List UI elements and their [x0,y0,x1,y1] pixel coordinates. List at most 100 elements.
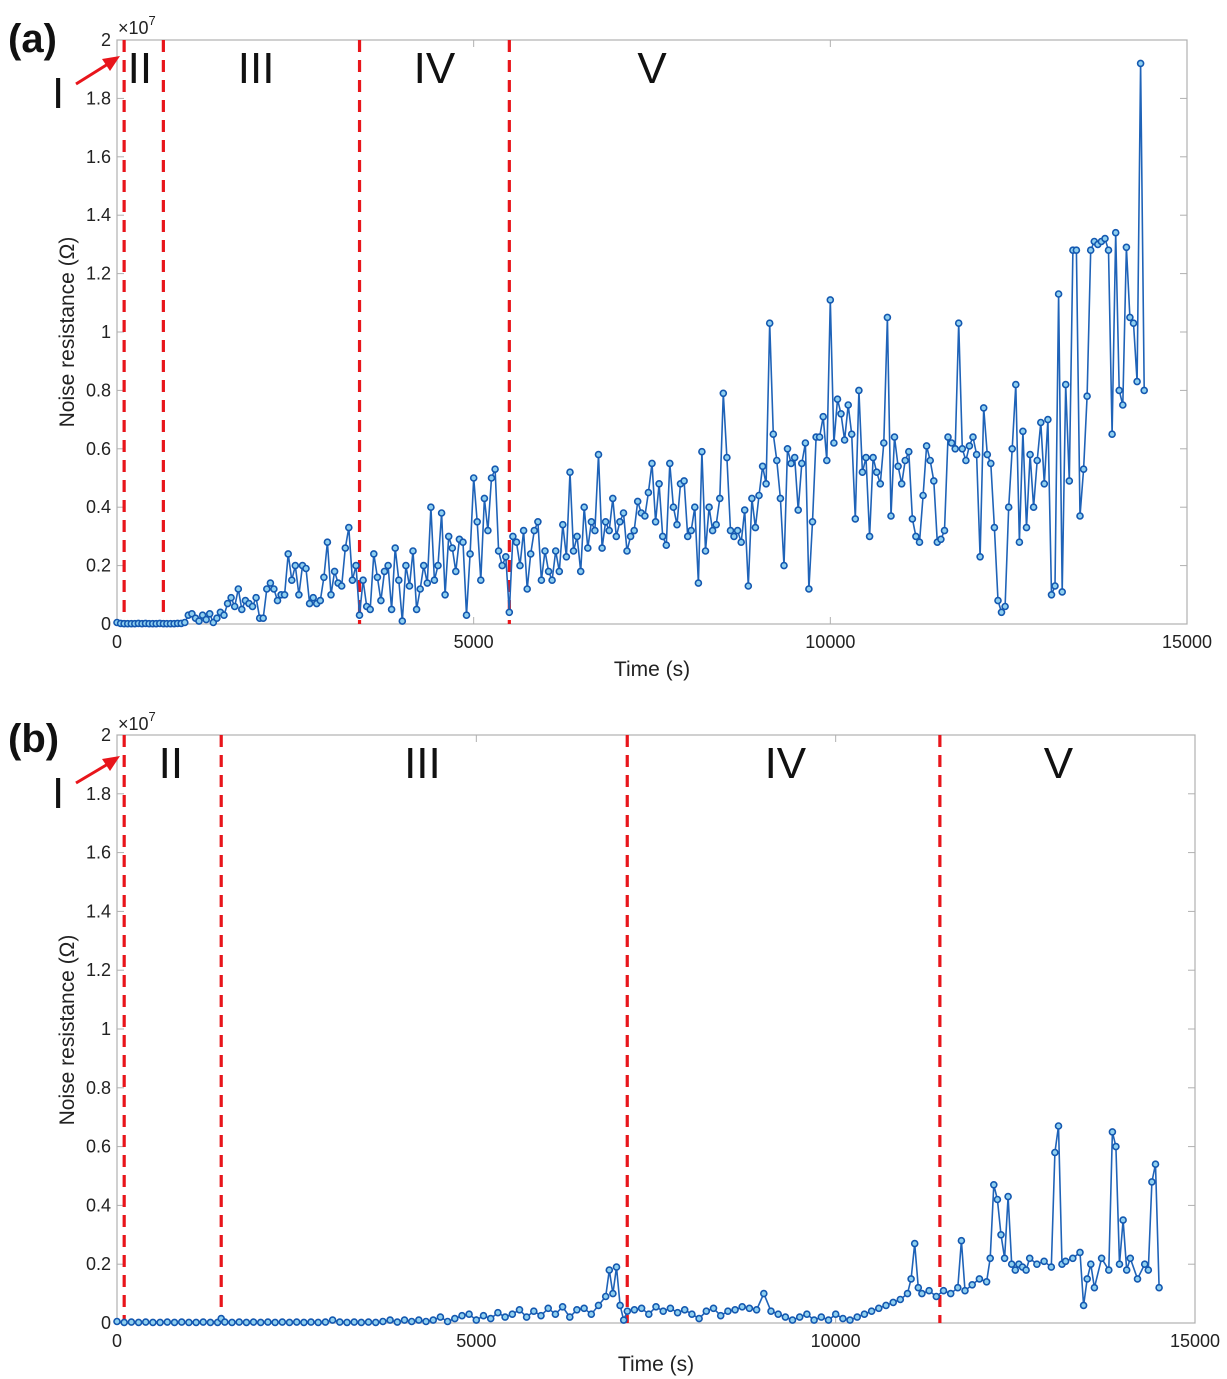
panel-a-data-point [762,479,770,488]
panel-b-data-point [206,1318,215,1327]
panel-a-data-point [694,579,703,587]
panel-a-data-point [287,576,296,585]
panel-a-data-point [498,561,507,570]
panel-b-data-point [986,1254,995,1263]
panel-b-data-point [580,1304,588,1313]
panel-a-xlabel: Time (s) [614,658,690,681]
panel-b-ytick-label: 1.2 [86,960,111,980]
panel-a-data-point [840,436,849,444]
panel-a-data-point [309,593,318,602]
panel-b-data-point [889,1298,898,1307]
panel-b-data-point [357,1318,366,1327]
panel-a-data-point [972,450,981,459]
panel-a-data-point [391,544,400,552]
panel-a-data-point [608,494,617,503]
panel-b-data-point [605,1266,614,1274]
panel-a-data-point [748,494,756,503]
panel-a-data-point [573,532,581,541]
panel-a-data-point [491,465,499,474]
panel-b-data-point [228,1318,236,1327]
panel-a-phase-label: V [637,44,667,93]
panel-a-data-point [459,538,467,547]
panel-b-data-point [335,1318,344,1326]
panel-b-data-point [1054,1122,1063,1130]
panel-a-data-point [227,593,235,602]
panel-a-data-point [387,605,396,614]
panel-b-data-point [1040,1257,1048,1266]
panel-b-data-point [307,1318,315,1326]
panel-a-data-point [1058,588,1066,596]
panel-a-data-point [501,552,510,561]
panel-b-data-point [609,1289,617,1298]
panel-a-data-point [223,599,232,608]
panel-b-y-exponent: ×107 [118,709,156,734]
panel-b-data-point [867,1307,876,1315]
panel-a-data-point [384,561,392,570]
panel-b-data-point [321,1318,330,1326]
panel-b-data-point [874,1304,883,1313]
panel-b-data-point [414,1316,423,1324]
panel-b-data-point [957,1236,966,1245]
panel-a-data-point [869,453,877,462]
panel-b-data-point [853,1313,862,1321]
panel-b-data-point [458,1311,466,1320]
panel-b-data-point [1112,1142,1120,1151]
panel-a-data-point [1083,392,1091,401]
panel-a-data-point [359,576,367,585]
panel-a-data-point [551,547,560,555]
panel-a-data-point [1047,590,1056,599]
panel-a-data-point [295,590,303,599]
panel-a-xtick-label: 5000 [454,632,494,652]
panel-a-data-point [462,611,471,620]
panel-b-phase-i-label: I [52,769,64,818]
panel-a-data-point [284,550,293,558]
panel-a-data-point [698,447,706,456]
panel-a-data-point [897,479,906,488]
panel-a-data-point [562,552,571,561]
panel-b-data-point [573,1306,581,1314]
panel-b-data-point [1105,1266,1113,1274]
panel-a-phase-label: II [128,44,152,93]
panel-a-data-point [466,550,474,558]
panel-b-data-point [271,1318,279,1327]
panel-b-data-point [1115,1260,1124,1268]
panel-a-data-point [1136,59,1145,68]
panel-a-data-point [505,608,514,617]
panel-b-data-point [249,1318,258,1326]
panel-b-phase-i-arrow [75,762,109,785]
panel-b-data-point [601,1292,610,1301]
panel-b-data-point [1126,1254,1135,1263]
panel-b-data-point [221,1318,229,1326]
panel-a-data-point [195,617,203,625]
panel-a-data-point [523,585,532,593]
panel-b-ytick-label: 0.2 [86,1254,111,1274]
panel-b-data-point [810,1316,818,1324]
panel-a-data-point [427,503,435,512]
panel-a-data-point [687,526,696,535]
panel-b-data-point [946,1289,955,1298]
panel-a-data-point [855,386,863,395]
panel-a-data-point [430,576,439,585]
panel-a-ytick-label: 0.2 [86,556,111,576]
panel-a-data-point [912,532,920,541]
panel-a-data-point [555,567,564,576]
panel-a-phase-i-arrow [75,62,109,86]
panel-a-data-point [623,547,631,555]
panel-b-data-point [544,1304,553,1313]
panel-a-data-point [1072,246,1081,254]
panel-a-data-point [1044,415,1052,424]
panel-a-data-point [851,515,860,523]
panel-a-data-point [1086,246,1095,254]
panel-a-data-point [976,552,984,561]
panel-a-data-point [690,503,699,512]
panel-a-data-point [883,313,892,322]
panel-a-phase-label: IV [414,44,456,93]
panel-b-data-point [616,1301,624,1310]
panel-b-data-point [745,1304,754,1313]
panel-b-data-point [134,1318,143,1327]
panel-b-data-point [918,1289,926,1298]
panel-a-data-point [576,567,585,576]
panel-a-data-point [962,456,970,465]
panel-b-ytick-label: 0.6 [86,1137,111,1157]
panel-b-data-point [860,1310,869,1318]
